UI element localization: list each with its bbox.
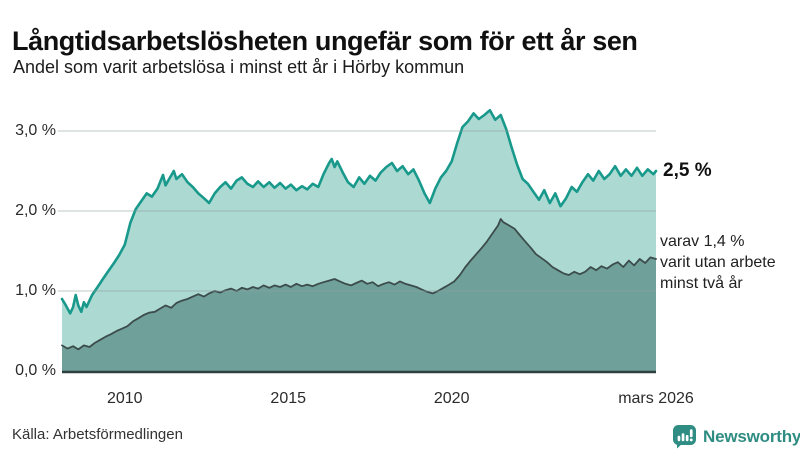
chart-subtitle: Andel som varit arbetslösa i minst ett å… [13, 57, 465, 77]
x-tick-label: mars 2026 [618, 390, 694, 407]
x-tick-label: 2010 [106, 390, 143, 407]
series-line-2 [61, 218, 657, 351]
chart-title: Långtidsarbetslösheten ungefär som för e… [12, 26, 638, 57]
series-line-1 [60, 108, 658, 315]
source-attribution: Källa: Arbetsförmedlingen [12, 426, 183, 443]
y-tick-label: 1,0 % [15, 282, 56, 299]
latest-value-label: 2,5 % [663, 160, 712, 181]
brand-name: Newsworthy [703, 426, 800, 446]
newsworthy-logo: Newsworthy [672, 424, 800, 449]
y-tick-label: 2,0 % [15, 202, 56, 219]
bar-chart-bubble-icon [673, 425, 696, 449]
x-axis-labels: 2010 2015 2020 mars 2026 [0, 390, 800, 412]
subset-annotation-line: varav 1,4 % [660, 233, 745, 250]
subset-annotation: varav 1,4 % varit utan arbete minst två … [660, 231, 776, 294]
subset-annotation-line: minst två år [660, 275, 743, 292]
x-tick-label: 2015 [270, 390, 307, 407]
subset-annotation-line: varit utan arbete [660, 254, 776, 271]
y-tick-label: 0,0 % [15, 362, 56, 379]
x-tick-label: 2020 [433, 390, 470, 407]
series-area-2 [62, 219, 656, 371]
y-tick-label: 3,0 % [15, 122, 56, 139]
